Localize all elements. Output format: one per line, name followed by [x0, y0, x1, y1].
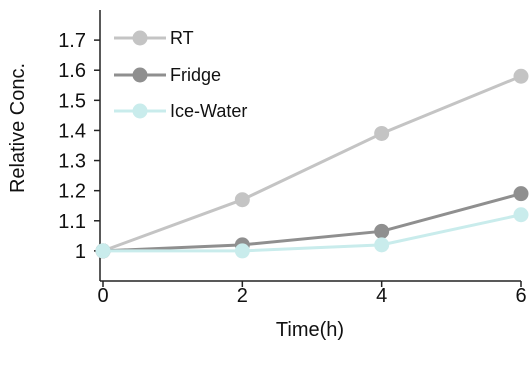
data-point [513, 68, 529, 84]
y-tick-label: 1 [75, 241, 86, 263]
y-tick-label: 1.4 [58, 120, 86, 142]
series-layer [95, 68, 529, 259]
y-ticks: 1 1.1 1.2 1.3 1.4 1.5 1.6 1.7 [58, 30, 100, 263]
legend-label: RT [170, 28, 194, 48]
y-tick-label: 1.5 [58, 90, 86, 112]
legend-label: Ice-Water [170, 101, 247, 121]
data-point [374, 223, 390, 239]
legend-item: Ice-Water [114, 101, 247, 121]
data-point [374, 237, 390, 253]
y-axis-label: Relative Conc. [7, 63, 29, 193]
series-rt [95, 68, 529, 259]
x-tick-label: 0 [97, 285, 108, 307]
series-line [102, 192, 522, 253]
legend-marker [132, 103, 148, 119]
legend-item: Fridge [114, 65, 221, 85]
y-tick-label: 1.1 [58, 211, 86, 233]
y-tick-label: 1.7 [58, 30, 86, 52]
legend-marker [132, 30, 148, 46]
x-tick-label: 2 [237, 285, 248, 307]
y-tick-label: 1.3 [58, 151, 86, 173]
x-tick-label: 4 [376, 285, 387, 307]
x-ticks: 0 2 4 6 [97, 281, 527, 307]
series-line [103, 213, 522, 253]
data-point [513, 207, 529, 223]
x-axis-label: Time(h) [276, 319, 344, 341]
y-tick-label: 1.6 [58, 60, 86, 82]
data-point [234, 243, 250, 259]
legend-label: Fridge [170, 65, 221, 85]
data-point [513, 186, 529, 202]
legend-item: RT [114, 28, 194, 48]
legend-marker [132, 67, 148, 83]
series-ice-water [95, 207, 529, 259]
data-point [234, 192, 250, 208]
y-tick-label: 1.2 [58, 181, 86, 203]
data-point [95, 243, 111, 259]
x-tick-label: 6 [515, 285, 526, 307]
legend: RT Fridge Ice-Water [114, 28, 247, 121]
data-point [374, 125, 390, 141]
series-line [102, 74, 522, 253]
